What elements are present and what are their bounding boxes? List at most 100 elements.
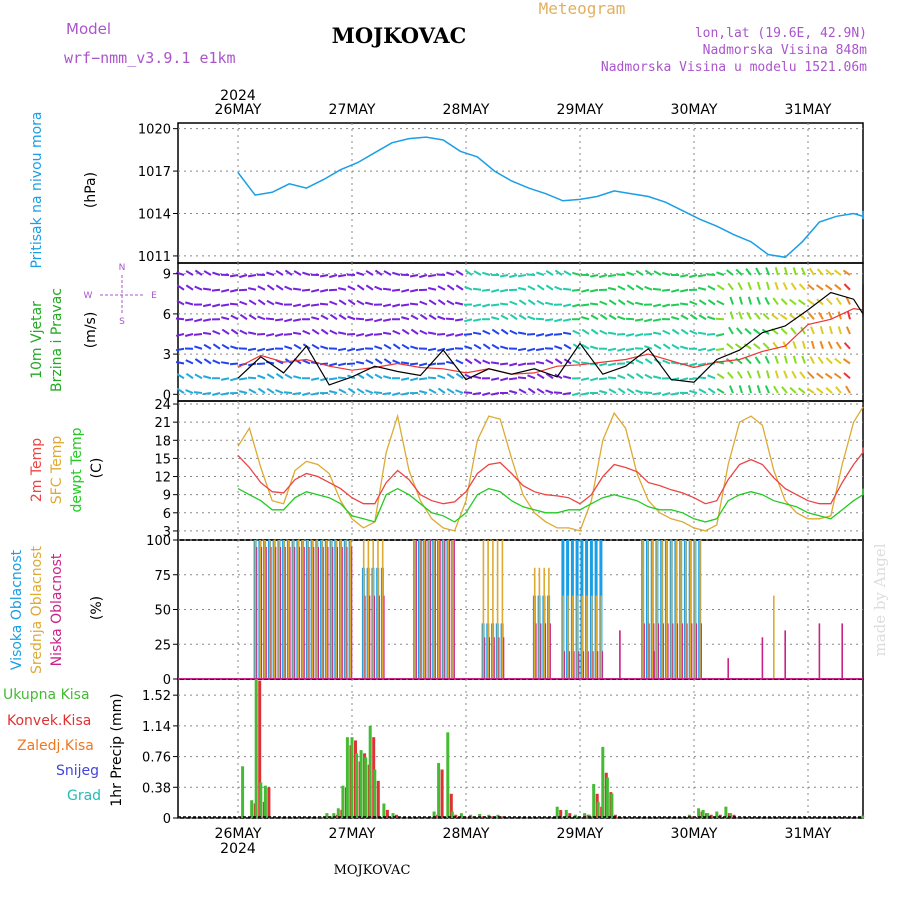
- bottom-day-label: 29MAY: [557, 826, 604, 842]
- wind-barb: [764, 296, 770, 305]
- wind-barb: [745, 268, 752, 276]
- wind-barb: [835, 297, 842, 306]
- mid-cloud-bar: [684, 540, 687, 679]
- wind-barb: [229, 288, 239, 293]
- mid-cloud-bar: [362, 540, 365, 679]
- total-precip-label: Ukupna Kisa: [3, 687, 90, 703]
- mid-cloud-bar: [297, 540, 299, 679]
- total-precip-bar: [345, 737, 349, 818]
- wind-barb: [563, 318, 572, 322]
- low-cloud-bar: [691, 623, 693, 679]
- wind-barb: [382, 392, 392, 396]
- wind-barb: [747, 385, 752, 394]
- wind-barb: [284, 285, 293, 291]
- wind-barb: [590, 377, 599, 382]
- wind-barb: [635, 269, 644, 276]
- total-precip-bar: [724, 806, 728, 818]
- wind-barb: [239, 274, 248, 279]
- wind-barb: [517, 376, 527, 380]
- mid-cloud-bar: [482, 540, 485, 679]
- wind-barb: [662, 329, 671, 335]
- low-cloud-bar: [261, 546, 263, 679]
- wind-barb: [383, 270, 392, 276]
- wind-barb: [436, 333, 446, 336]
- total-precip-bar: [592, 784, 596, 818]
- low-cloud-bar: [583, 651, 585, 679]
- wind-barb: [607, 331, 617, 335]
- mid-cloud-bar: [487, 540, 489, 679]
- wind-barb: [535, 333, 545, 337]
- wind-barb: [535, 317, 545, 321]
- wind-barb: [800, 267, 806, 276]
- wind-barb: [284, 373, 293, 380]
- wind-barb: [535, 347, 545, 352]
- wind-barb: [257, 285, 266, 291]
- total-precip-bar: [610, 793, 614, 818]
- wind-barb: [670, 361, 680, 365]
- pressure-unit: (hPa): [83, 172, 99, 208]
- wind-barb: [634, 333, 644, 337]
- total-precip-bar: [446, 732, 450, 818]
- low-cloud-bar: [587, 651, 589, 679]
- wind-barb: [491, 328, 500, 335]
- wind-barb: [392, 329, 401, 335]
- mid-cloud-bar: [268, 540, 271, 679]
- wind-barb: [464, 345, 473, 350]
- wind-barb: [265, 333, 275, 337]
- wind-barb: [744, 327, 752, 335]
- low-cloud-bar: [648, 623, 650, 679]
- wind-barb: [292, 287, 302, 291]
- wind-barb: [401, 343, 410, 350]
- wind-barb: [728, 326, 734, 335]
- pressure-title: Pritisak na nivou mora: [29, 111, 45, 268]
- wind-barb: [463, 333, 473, 336]
- wind-barb: [756, 370, 761, 379]
- temperature-panel: [237, 406, 864, 532]
- wind-barb: [762, 342, 770, 350]
- wind-barb: [347, 285, 356, 291]
- wind-barb: [625, 317, 635, 321]
- total-precip-bar: [729, 813, 732, 818]
- total-precip-bar: [350, 737, 354, 818]
- wind-barb: [427, 331, 437, 335]
- wind-barb: [617, 387, 626, 394]
- wind-barb: [464, 318, 473, 323]
- wind-barb: [635, 389, 644, 394]
- wind-barb: [194, 285, 203, 291]
- wind-barb: [607, 347, 617, 352]
- low-cloud-bar: [420, 540, 422, 679]
- y-tick-label: 1020: [138, 123, 171, 138]
- low-cloud-bar: [299, 546, 301, 679]
- wind-barb: [843, 372, 851, 380]
- wind-barb: [365, 372, 374, 380]
- wind-barb: [481, 288, 491, 292]
- total-precip-bar: [254, 679, 258, 818]
- wind-barb: [792, 355, 797, 364]
- wind-barb: [792, 267, 797, 276]
- wind-barb: [275, 284, 284, 291]
- wind-barb: [743, 343, 752, 350]
- station-elevation: Nadmorska Visina 848m: [703, 43, 868, 58]
- low-cloud-bar: [545, 623, 547, 679]
- total-precip-bar: [564, 809, 568, 818]
- wind-barb: [221, 316, 230, 321]
- mid-cloud-bar: [442, 540, 445, 679]
- wind-barb: [203, 375, 212, 380]
- wind-barb: [265, 317, 275, 321]
- wind-barb: [716, 388, 725, 394]
- wind-barb: [744, 357, 752, 365]
- pressure-line: [237, 136, 864, 259]
- wind-barb: [428, 388, 437, 394]
- wind-barb: [338, 388, 347, 394]
- wind-barb: [616, 273, 626, 276]
- wind-barb: [716, 284, 725, 291]
- wind-barb: [827, 311, 833, 320]
- y-tick-label: 0: [163, 812, 171, 827]
- mid-cloud-bar: [377, 540, 379, 679]
- wind-barb: [500, 328, 509, 335]
- wind-barb: [365, 284, 374, 291]
- low-cloud-bar: [489, 637, 490, 679]
- wind-barb: [698, 314, 707, 321]
- wind-barb: [283, 391, 293, 394]
